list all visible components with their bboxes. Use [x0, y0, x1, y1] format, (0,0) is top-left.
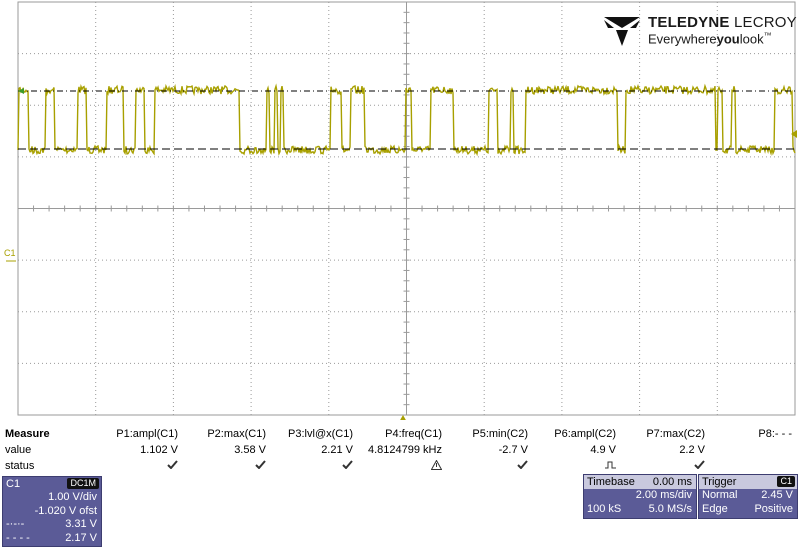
status-check-icon — [517, 460, 528, 472]
status-row-label: status — [5, 460, 35, 472]
measure-param-name[interactable]: P4:freq(C1) — [385, 428, 442, 440]
measure-param-name[interactable]: P2:max(C1) — [207, 428, 266, 440]
value-row-label: value — [5, 444, 32, 456]
c1-ground-label[interactable]: C1 — [4, 248, 16, 258]
c1-trace-path — [17, 83, 796, 157]
measure-param-name[interactable]: P1:ampl(C1) — [116, 428, 178, 440]
c1-descriptor-box[interactable]: C1 DC1M 1.00 V/div -1.020 V ofst -·-·- 3.3… — [2, 476, 102, 547]
measure-param-value: 4.8124799 kHz — [368, 444, 442, 456]
c1-trace — [17, 83, 796, 157]
status-check-icon — [167, 460, 178, 472]
timebase-descriptor-box[interactable]: Timebase 0.00 ms 2.00 ms/div 100 kS 5.0 MS… — [583, 474, 697, 519]
measure-param-name[interactable]: P8:- - - — [758, 428, 792, 440]
teledyne-lecroy-logo: TELEDYNE LECROY Everywhereyoulook™ — [602, 14, 797, 50]
measure-param-name[interactable]: P7:max(C2) — [646, 428, 705, 440]
cursor2-style-icon: - - - - — [6, 531, 30, 544]
measure-param-value: 4.9 V — [590, 444, 616, 456]
status-check-icon — [255, 460, 266, 472]
waveform-grid[interactable] — [0, 0, 800, 420]
trigger-source-badge: C1 — [777, 476, 795, 487]
measure-param-name[interactable]: P6:ampl(C2) — [554, 428, 616, 440]
measure-param-name[interactable]: P5:min(C2) — [472, 428, 528, 440]
status-check-icon — [342, 460, 353, 472]
measure-param-value: 3.58 V — [234, 444, 266, 456]
measure-param-value: 2.2 V — [679, 444, 705, 456]
brand-name: TELEDYNE LECROY — [648, 14, 797, 31]
measure-table: Measure value status P1:ampl(C1) 1.102 V P… — [0, 426, 800, 476]
trigger-position-marker-icon — [400, 415, 406, 420]
teledyne-logo-icon — [604, 17, 640, 46]
measure-param-value: -2.7 V — [498, 444, 528, 456]
cursor-marker-icon — [18, 88, 24, 94]
measure-param-value: 1.102 V — [140, 444, 178, 456]
coupling-badge: DC1M — [67, 478, 99, 489]
status-check-icon — [694, 460, 705, 472]
brand-tagline: Everywhereyoulook™ — [648, 31, 772, 47]
status-pulse-icon — [605, 460, 616, 472]
measure-title: Measure — [5, 428, 50, 440]
status-warning-icon — [430, 459, 443, 473]
cursor1-style-icon: -·-·- — [6, 518, 25, 530]
measure-param-name[interactable]: P3:lvl@x(C1) — [288, 428, 353, 440]
measure-param-value: 2.21 V — [321, 444, 353, 456]
trigger-level-marker-icon — [791, 130, 797, 138]
trigger-descriptor-box[interactable]: Trigger C1 Normal 2.45 V Edge Positive — [698, 474, 798, 519]
